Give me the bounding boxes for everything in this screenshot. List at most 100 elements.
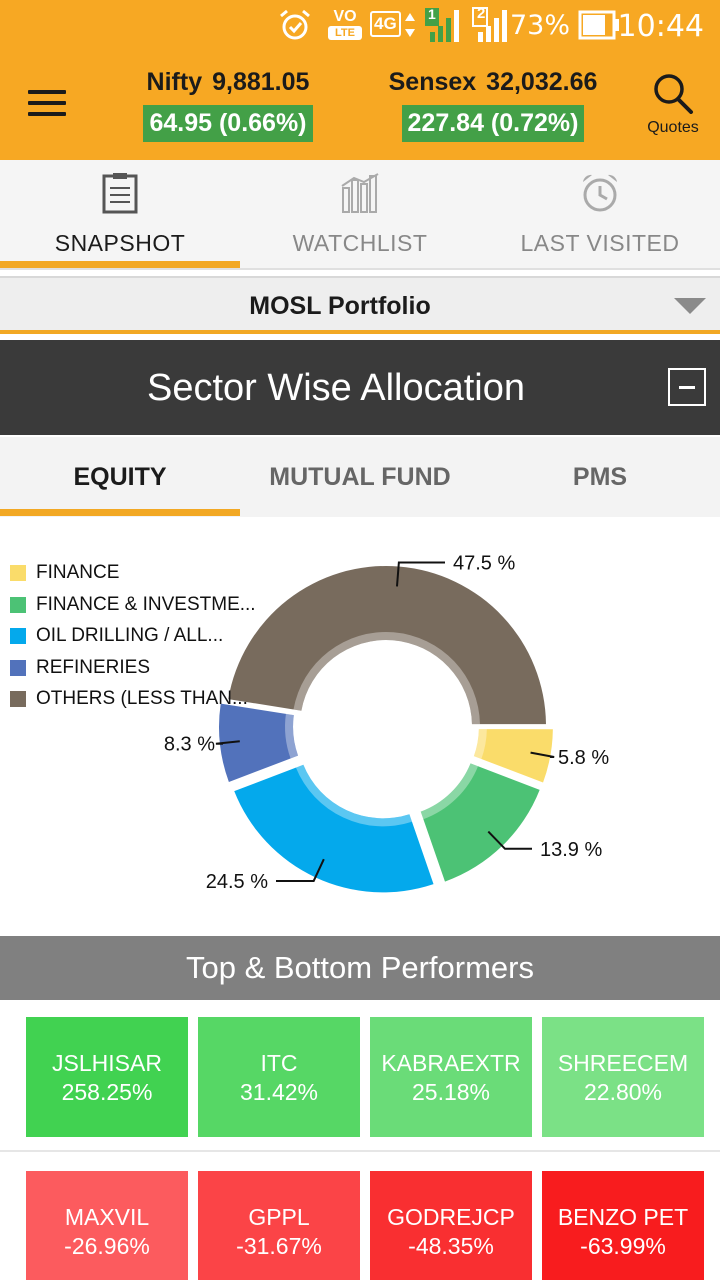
status-bar: VO LTE 4G 1 2 73% <box>0 0 720 52</box>
leader-line <box>276 858 325 882</box>
donut-slice[interactable] <box>473 729 553 783</box>
performer-tile[interactable]: ITC 31.42% <box>198 1017 360 1137</box>
quotes-label: Quotes <box>647 119 699 136</box>
nifty-value: 9,881.05 <box>212 68 310 96</box>
sensex-index[interactable]: Sensex 32,032.66 227.84 (0.72%) <box>384 68 602 142</box>
leader-line <box>395 561 445 587</box>
performer-tile[interactable]: GPPL -31.67% <box>198 1171 360 1280</box>
donut-slice[interactable] <box>420 763 540 882</box>
tab-last-visited[interactable]: LAST VISITED <box>480 160 720 270</box>
performer-change: 31.42% <box>239 1079 318 1105</box>
battery-percent: 73% <box>509 10 570 41</box>
tab-pms[interactable]: PMS <box>480 437 720 517</box>
performer-change: -31.67% <box>236 1233 322 1259</box>
legend-swatch <box>10 565 26 581</box>
performer-name: KABRAEXTR <box>381 1050 521 1076</box>
performer-tile[interactable]: KABRAEXTR 25.18% <box>370 1017 532 1137</box>
leader-line <box>487 830 532 850</box>
clipboard-icon <box>102 173 138 214</box>
nifty-index[interactable]: Nifty 9,881.05 64.95 (0.66%) <box>140 68 316 142</box>
minus-icon <box>679 386 695 389</box>
donut-slice-inner <box>295 764 413 827</box>
battery-icon <box>578 10 619 40</box>
sector-allocation-header: Sector Wise Allocation <box>0 340 720 435</box>
tab-equity-label: EQUITY <box>73 463 167 491</box>
search-icon <box>654 74 693 114</box>
clock: 10:44 <box>617 9 704 44</box>
tab-pms-label: PMS <box>572 463 628 491</box>
tab-mutual-fund-label: MUTUAL FUND <box>269 463 451 491</box>
legend-label: OTHERS (LESS THAN... <box>36 688 248 709</box>
app-header: VO LTE 4G 1 2 73% <box>0 0 720 160</box>
performer-tile[interactable]: SHREECEM 22.80% <box>542 1017 704 1137</box>
tab-snapshot-label: SNAPSHOT <box>54 230 186 256</box>
performer-tile[interactable]: JSLHISAR 258.25% <box>26 1017 188 1137</box>
legend-swatch <box>10 659 26 676</box>
quotes-button[interactable]: Quotes <box>640 72 706 137</box>
hamburger-icon-bar <box>28 101 66 105</box>
performers-title: Top & Bottom Performers <box>185 950 534 985</box>
tab-snapshot[interactable]: SNAPSHOT <box>0 160 240 270</box>
data-label: 5.8 % <box>558 747 609 769</box>
nifty-change-badge: 64.95 (0.66%) <box>143 105 313 142</box>
tab-mutual-fund[interactable]: MUTUAL FUND <box>240 437 480 517</box>
performer-change: -26.96% <box>64 1233 150 1259</box>
legend-swatch <box>10 628 26 644</box>
sensex-title: Sensex 32,032.66 <box>384 68 602 97</box>
data-label: 47.5 % <box>453 553 515 575</box>
sensex-name: Sensex <box>388 68 477 96</box>
legend-swatch <box>10 596 26 613</box>
tab-watchlist[interactable]: WATCHLIST <box>240 160 480 270</box>
donut-slice[interactable] <box>228 566 546 725</box>
hamburger-icon <box>28 90 66 94</box>
performer-change: 22.80% <box>583 1079 662 1105</box>
menu-button[interactable] <box>28 90 68 118</box>
performer-change: -48.35% <box>408 1233 494 1259</box>
legend-label: REFINERIES <box>36 656 151 678</box>
signal-sim2-icon <box>472 7 507 42</box>
data-label: 24.5 % <box>206 871 268 893</box>
sensex-change-badge: 227.84 (0.72%) <box>401 105 585 142</box>
nifty-name: Nifty <box>146 68 203 96</box>
portfolio-selected: MOSL Portfolio <box>249 292 431 320</box>
performer-name: JSLHISAR <box>52 1050 162 1076</box>
donut-slice[interactable] <box>219 703 299 782</box>
leader-line <box>530 751 555 758</box>
sim2-label: 2 <box>477 5 486 22</box>
collapse-button[interactable] <box>668 368 706 406</box>
legend-label: OIL DRILLING / ALL... <box>36 625 224 646</box>
nav-divider <box>0 268 720 270</box>
signal-sim1-icon <box>425 8 459 42</box>
performer-tile[interactable]: BENZO PET -63.99% <box>542 1171 704 1280</box>
alarm-clock-icon <box>583 174 617 212</box>
performer-name: BENZO PET <box>557 1204 689 1230</box>
legend-label: FINANCE <box>36 562 120 583</box>
performer-change: -63.99% <box>580 1233 666 1259</box>
sim1-label: 1 <box>428 6 436 22</box>
sensex-value: 32,032.66 <box>486 68 598 96</box>
tab-watchlist-label: WATCHLIST <box>292 230 428 256</box>
asset-tab-indicator <box>0 509 240 516</box>
active-tab-indicator <box>0 261 240 268</box>
donut-chart[interactable]: 5.8 % 13.9 % 24.5 % 8.3 % 47.5 % <box>0 517 720 932</box>
leader-line <box>215 740 240 745</box>
performer-name: GODREJCP <box>387 1204 515 1230</box>
data-arrows-icon <box>405 13 415 37</box>
donut-slice[interactable] <box>234 764 434 893</box>
performer-change: 25.18% <box>411 1079 490 1105</box>
legend-label: FINANCE & INVESTME... <box>36 593 256 615</box>
sector-chart: 5.8 % 13.9 % 24.5 % 8.3 % 47.5 % FINANCE FINA… <box>0 517 720 932</box>
donut-slice-inner <box>420 763 479 820</box>
network-type-icon: 4G <box>370 11 401 37</box>
portfolio-dropdown[interactable]: MOSL Portfolio <box>0 276 720 334</box>
performer-name: ITC <box>260 1050 298 1076</box>
performer-name: SHREECEM <box>557 1050 689 1076</box>
top-nav-tabs: SNAPSHOT WATCHLIST LAST VISITED <box>0 160 720 270</box>
data-label: 8.3 % <box>164 734 215 756</box>
performer-tile[interactable]: GODREJCP -48.35% <box>370 1171 532 1280</box>
donut-slice-inner <box>285 713 299 759</box>
performer-tile[interactable]: MAXVIL -26.96% <box>26 1171 188 1280</box>
tab-equity[interactable]: EQUITY <box>0 437 240 517</box>
alarm-icon <box>280 9 310 40</box>
bottom-performers-row: MAXVIL -26.96% GPPL -31.67% GODREJCP -48.35% B… <box>0 1154 720 1280</box>
